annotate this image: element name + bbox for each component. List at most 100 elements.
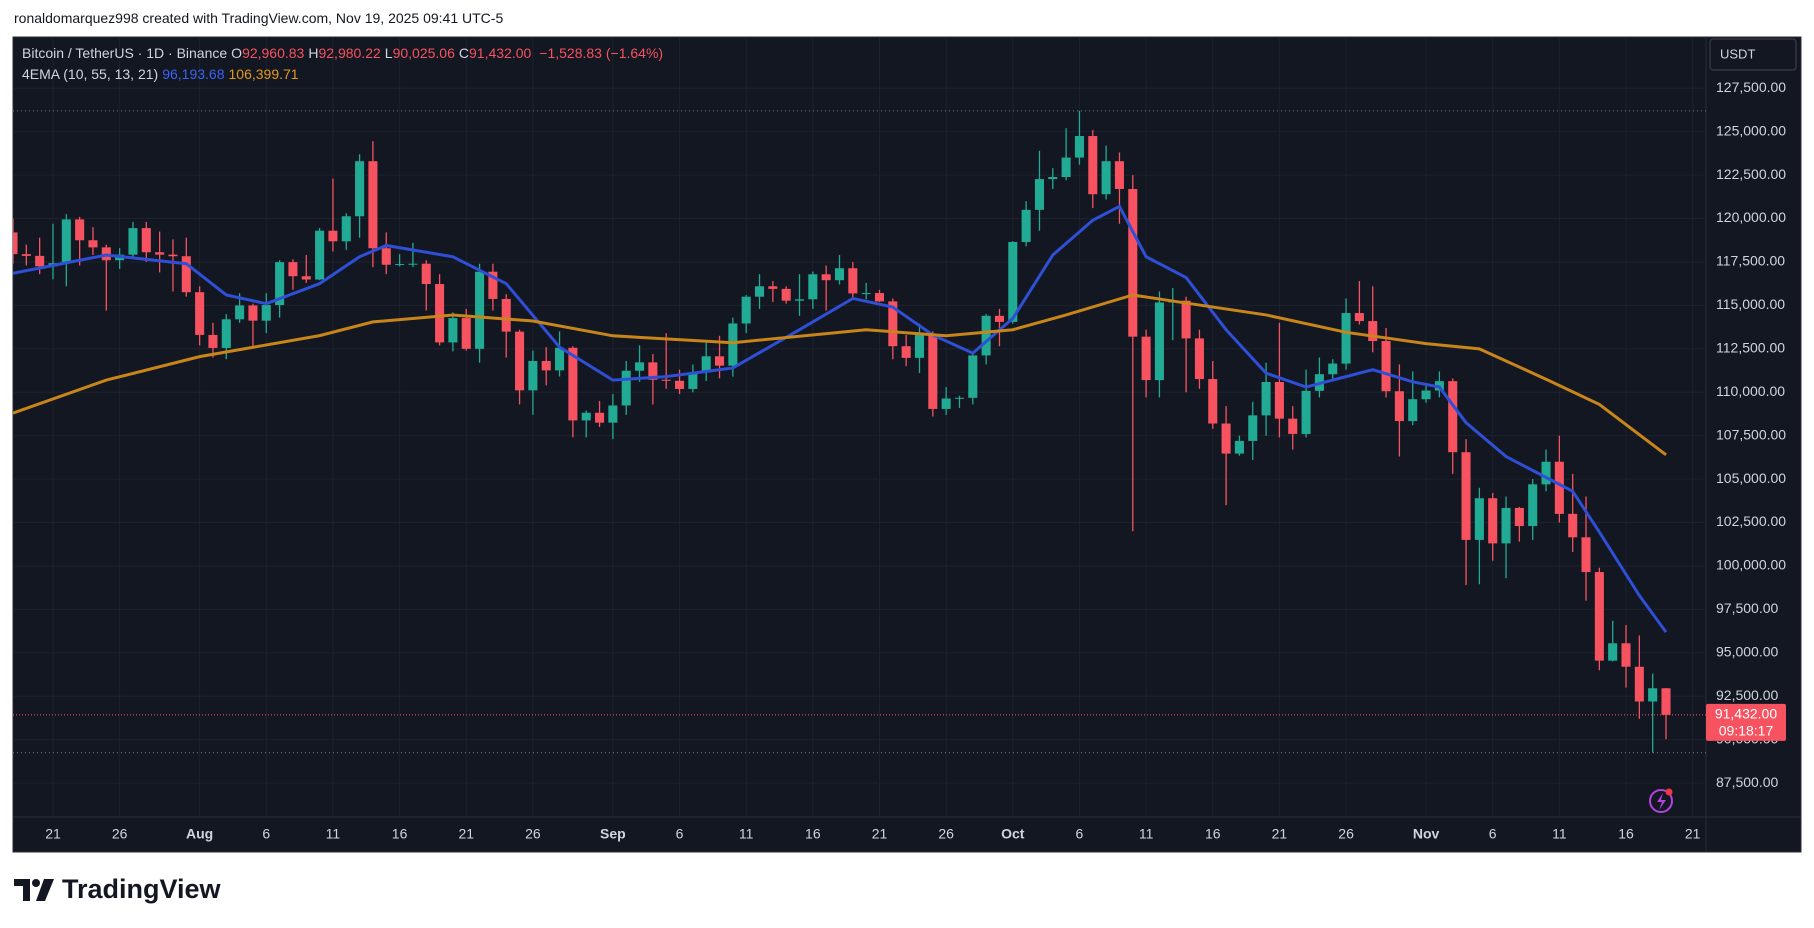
candle-body — [261, 305, 271, 321]
candle-body — [88, 240, 98, 248]
brand-name: TradingView — [62, 874, 221, 904]
last-price-label: 91,432.00 — [1715, 706, 1777, 722]
candle-body — [808, 274, 818, 300]
candle-body — [714, 356, 725, 366]
x-tick-label: 6 — [1076, 826, 1084, 842]
alert-dot — [1665, 788, 1673, 796]
currency: USDT — [1720, 46, 1755, 61]
x-tick-label: 11 — [739, 826, 754, 842]
candle-body — [395, 264, 405, 266]
candle-body — [834, 268, 845, 281]
candle-body — [301, 276, 311, 280]
x-tick-label: 21 — [872, 826, 888, 842]
candle-body — [1554, 461, 1564, 514]
candle-body — [621, 370, 631, 406]
candle-body — [1181, 300, 1191, 339]
candle-body — [635, 362, 645, 371]
x-tick-label: 16 — [392, 826, 408, 842]
y-tick-label: 95,000.00 — [1716, 644, 1778, 660]
candle-body — [1488, 498, 1498, 544]
currency-box[interactable] — [1709, 38, 1797, 71]
candle-body — [1074, 136, 1084, 158]
y-tick-label: 87,500.00 — [1716, 774, 1778, 790]
candle-body — [221, 319, 231, 348]
x-tick-label: 26 — [938, 826, 954, 842]
candle-body — [75, 219, 85, 241]
ohlc-value: 92,960.83 — [242, 45, 305, 61]
candle-body — [408, 263, 418, 265]
x-tick-label: 6 — [676, 826, 684, 842]
candle-body — [1234, 440, 1244, 454]
x-tick-label: 21 — [458, 826, 474, 842]
ohlc-key: L — [384, 45, 393, 61]
x-tick-label: Aug — [186, 826, 213, 842]
candle-body — [381, 248, 391, 265]
candle-body — [1581, 537, 1591, 573]
ema-line — [13, 204, 1668, 633]
alert-icon[interactable] — [1649, 789, 1673, 813]
candle-body — [1221, 423, 1231, 454]
candle-body — [994, 315, 1005, 322]
candle-body — [901, 346, 911, 358]
candle-body — [954, 397, 965, 399]
candle-body — [275, 262, 285, 306]
candle-body — [315, 230, 325, 280]
x-tick-label: 21 — [1272, 826, 1288, 842]
candle-body — [35, 255, 45, 267]
x-tick-label: 6 — [1489, 826, 1497, 842]
candle-body — [448, 318, 458, 343]
x-tick-label: Nov — [1413, 826, 1440, 842]
candle-body — [794, 299, 805, 301]
candle-body — [435, 284, 445, 343]
candle-body — [1008, 241, 1018, 322]
ema-value: 96,193.68 — [162, 66, 225, 82]
chart-background — [12, 36, 1802, 853]
y-tick-label: 115,000.00 — [1716, 296, 1785, 312]
candle-body — [195, 292, 205, 335]
candle-body — [1421, 390, 1431, 400]
candle-body — [581, 412, 591, 421]
candle-body — [328, 230, 338, 242]
candle-body — [235, 305, 245, 320]
y-tick-label: 92,500.00 — [1716, 687, 1778, 703]
candle-body — [1661, 688, 1671, 715]
x-tick-label: 11 — [1139, 826, 1154, 842]
candle-body — [968, 355, 978, 398]
brand-logo — [14, 878, 54, 901]
candle-body — [1194, 338, 1204, 380]
candle-body — [1301, 390, 1311, 434]
candle-body — [1354, 313, 1364, 322]
ohlc-value: 91,432.00 — [469, 45, 532, 61]
candle-body — [1608, 643, 1618, 661]
candle-body — [1448, 381, 1458, 453]
candle-body — [781, 288, 791, 301]
change: −1,528.83 (−1.64%) — [539, 45, 664, 61]
y-tick-label: 117,500.00 — [1716, 253, 1785, 269]
y-tick-label: 125,000.00 — [1716, 122, 1786, 138]
ohlc-key: O — [231, 45, 243, 61]
candle-body — [888, 301, 898, 347]
symbol: Bitcoin / TetherUS · 1D · Binance — [22, 45, 228, 61]
candle-body — [861, 293, 871, 295]
candle-body — [675, 380, 685, 389]
x-tick-label: 21 — [45, 826, 61, 842]
candle-body — [1408, 399, 1418, 422]
ema-value: 106,399.71 — [228, 66, 299, 82]
candle-body — [1274, 382, 1284, 419]
legend-ohlc: Bitcoin / TetherUS · 1D · Binance O92,960… — [22, 45, 667, 61]
candle-body — [1048, 177, 1058, 180]
candle-body — [128, 228, 138, 255]
candle-body — [1341, 313, 1351, 364]
y-tick-label: 105,000.00 — [1716, 470, 1786, 486]
y-tick-label: 107,500.00 — [1716, 426, 1786, 442]
candle-body — [1261, 382, 1271, 416]
x-tick-label: 21 — [1685, 826, 1701, 842]
candle-body — [13, 232, 18, 255]
y-tick-label: 97,500.00 — [1716, 600, 1778, 616]
candle-body — [1474, 498, 1484, 540]
candle-body — [141, 228, 151, 253]
candle-body — [1114, 161, 1124, 190]
y-tick-label: 122,500.00 — [1716, 166, 1786, 182]
